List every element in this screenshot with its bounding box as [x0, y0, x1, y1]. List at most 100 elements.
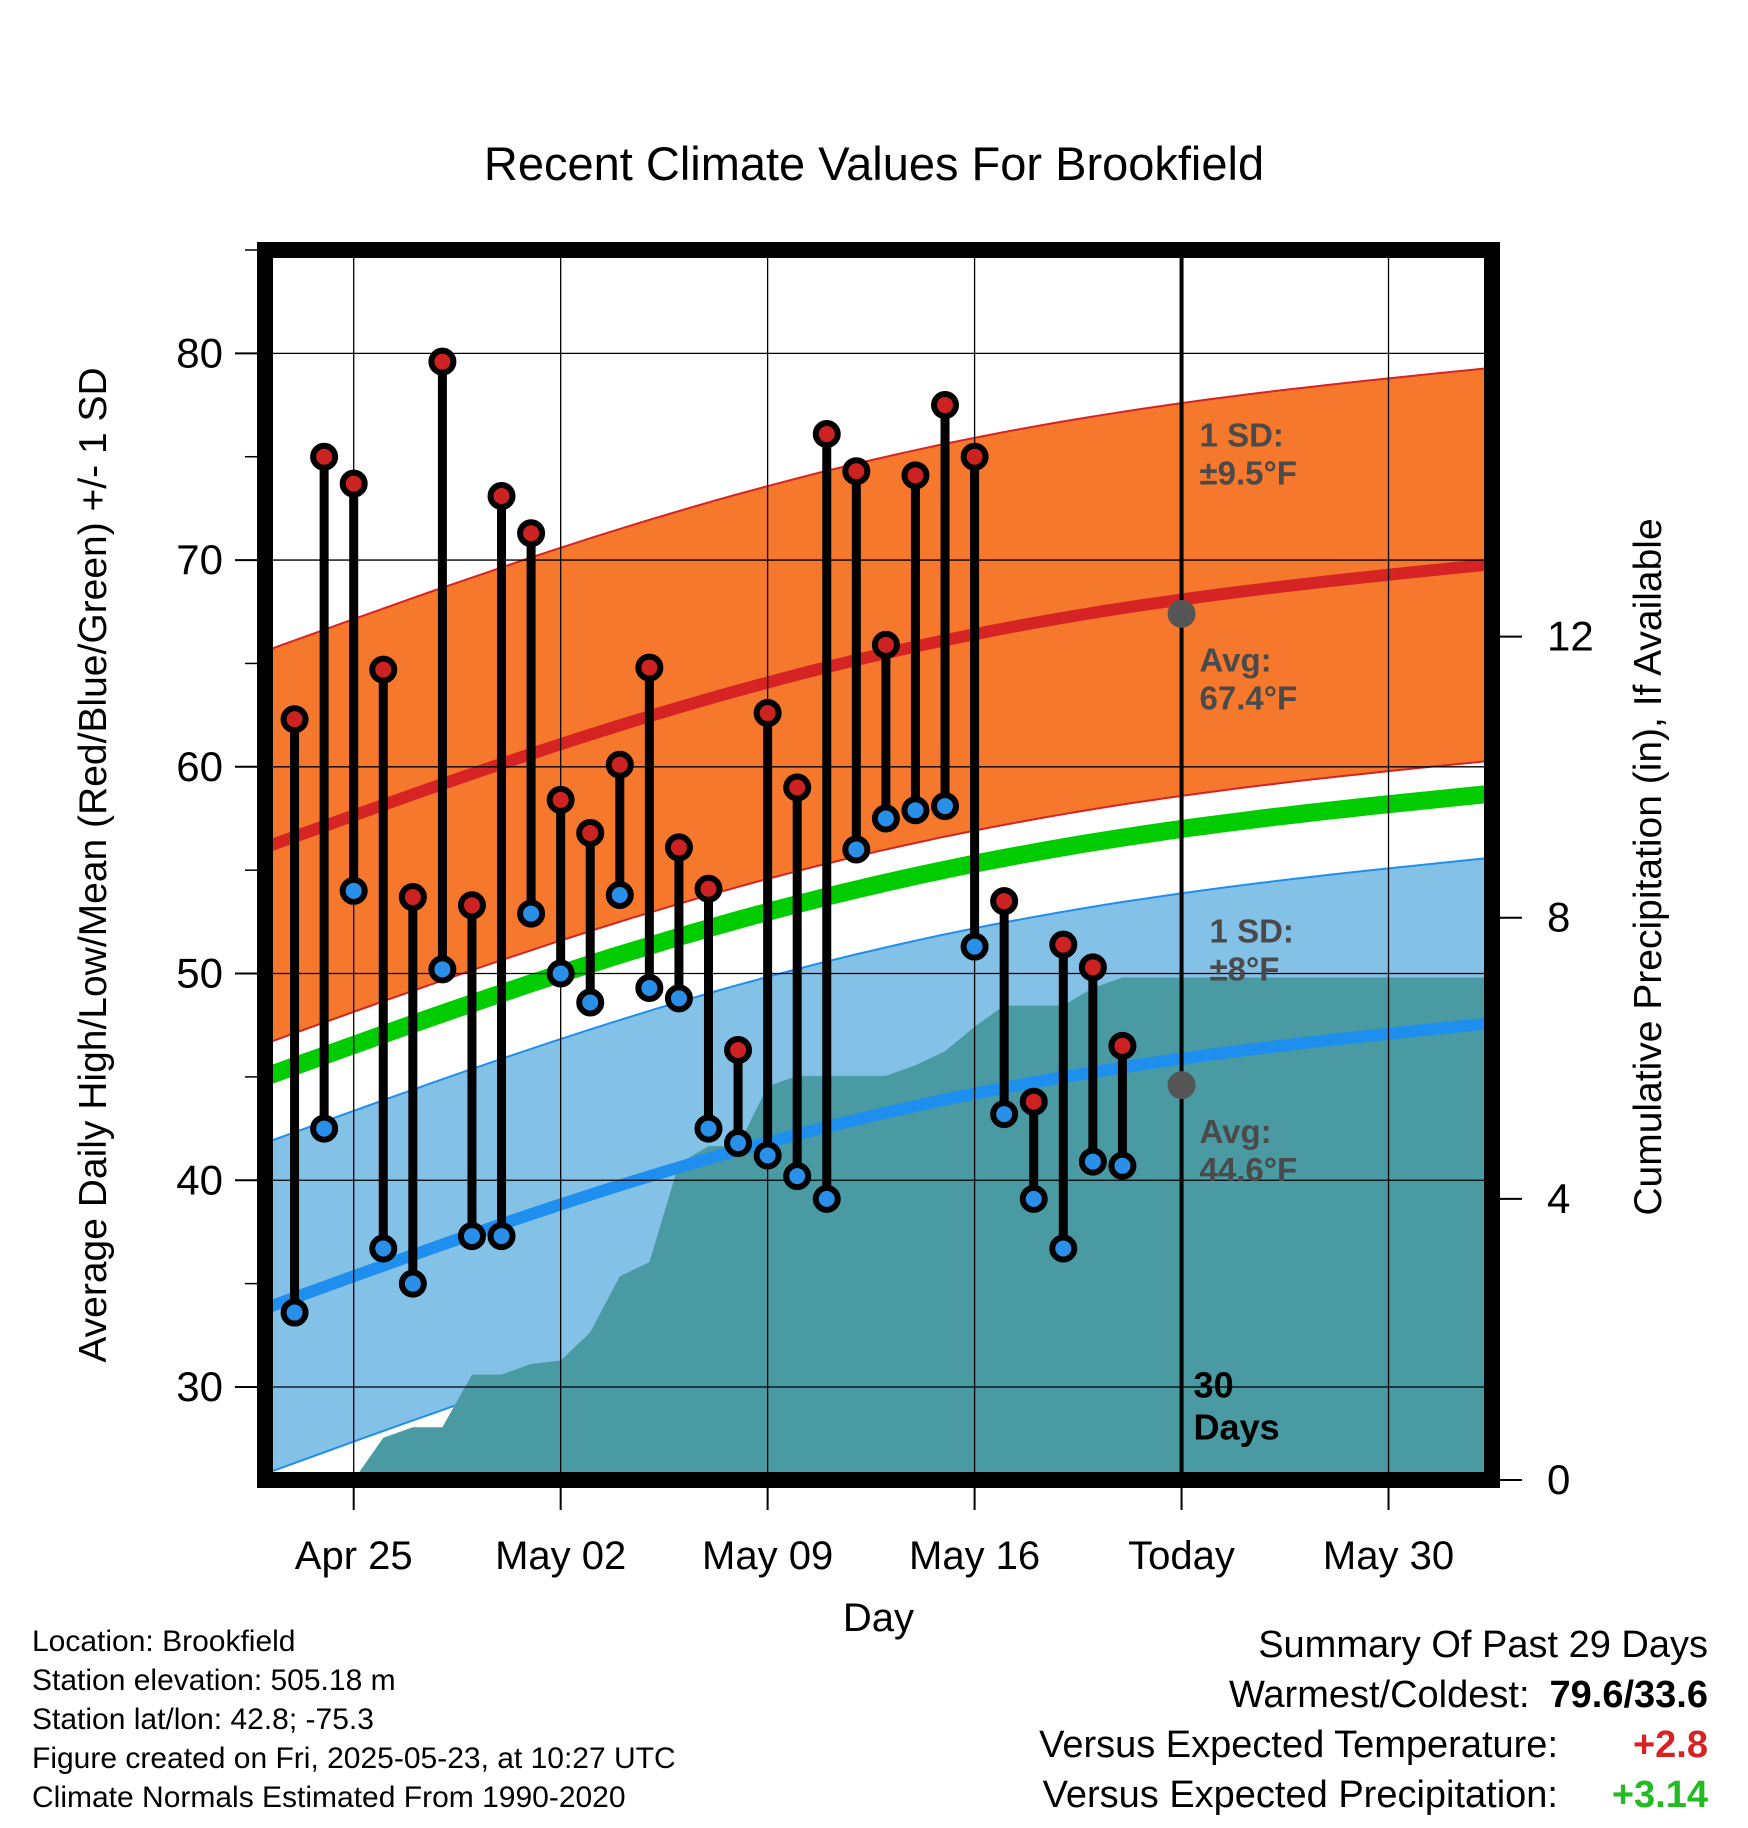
x-tick-label: May 09 — [702, 1534, 833, 1578]
normals-text: Climate Normals Estimated From 1990-2020 — [32, 1781, 626, 1814]
temp-label: Versus Expected Temperature: — [1039, 1724, 1558, 1766]
temp-value: +2.8 — [1632, 1724, 1708, 1766]
high-point — [990, 887, 1019, 916]
x-tick-label: May 16 — [909, 1534, 1040, 1578]
today-low-avg-marker — [1167, 1071, 1196, 1100]
latlon-text: Station lat/lon: 42.8; -75.3 — [32, 1703, 374, 1736]
high-point — [724, 1036, 753, 1065]
low-sd-annotation: 1 SD: — [1210, 913, 1294, 950]
summary-panel: Summary Of Past 29 Days Warmest/Coldest:… — [1039, 1620, 1708, 1820]
precip-area — [265, 977, 1492, 1480]
summary-warmest-row: Warmest/Coldest: 79.6/33.6 — [1039, 1670, 1708, 1720]
y-tick-label-left: 40 — [176, 1156, 223, 1203]
low-point — [428, 955, 457, 984]
high-point — [931, 391, 960, 420]
high-point — [517, 519, 546, 548]
high-point — [753, 699, 782, 728]
y-tick-label-right: 8 — [1547, 894, 1570, 941]
low-point — [1078, 1147, 1107, 1176]
high-point — [960, 442, 989, 471]
high-point — [812, 419, 841, 448]
low-point — [576, 988, 605, 1017]
summary-temp-row: Versus Expected Temperature: +2.8 — [1039, 1720, 1708, 1770]
low-point — [546, 959, 575, 988]
low-point — [398, 1269, 427, 1298]
low-point — [783, 1162, 812, 1191]
high-point — [576, 818, 605, 847]
summary-precip-row: Versus Expected Precipitation: +3.14 — [1039, 1770, 1708, 1820]
high-point — [1049, 930, 1078, 959]
x-tick-label: Apr 25 — [295, 1534, 413, 1578]
y-tick-label-left: 50 — [176, 950, 223, 997]
high-point — [842, 457, 871, 486]
y-tick-label-left: 60 — [176, 743, 223, 790]
chart-title: Recent Climate Values For Brookfield — [483, 137, 1265, 190]
days-annotation: Days — [1194, 1406, 1280, 1447]
high-point — [398, 883, 427, 912]
y-tick-label-left: 30 — [176, 1363, 223, 1410]
high-point — [605, 750, 634, 779]
warmest-label: Warmest/Coldest: — [1228, 1674, 1530, 1716]
low-point — [842, 835, 871, 864]
low-sd-annotation: ±8°F — [1210, 951, 1280, 988]
low-point — [812, 1184, 841, 1213]
low-point — [871, 804, 900, 833]
high-point — [487, 482, 516, 510]
low-point — [517, 899, 546, 928]
warmest-value: 79.6/33.6 — [1549, 1674, 1708, 1716]
high-sd-annotation: ±9.5°F — [1200, 454, 1297, 491]
low-point — [990, 1100, 1019, 1129]
y-tick-label-right: 0 — [1547, 1456, 1570, 1503]
low-point — [1019, 1184, 1048, 1213]
days-annotation: 30 — [1194, 1364, 1234, 1405]
location-text: Location: Brookfield — [32, 1625, 296, 1658]
high-point — [369, 655, 398, 684]
high-point — [901, 461, 930, 490]
y-tick-label-right: 12 — [1547, 613, 1594, 660]
summary-heading: Summary Of Past 29 Days — [1258, 1624, 1708, 1666]
precip-label: Versus Expected Precipitation: — [1042, 1774, 1558, 1816]
high-avg-annotation: Avg: — [1200, 642, 1272, 679]
high-sd-band — [265, 366, 1492, 1045]
elevation-text: Station elevation: 505.18 m — [32, 1664, 396, 1697]
low-point — [1108, 1151, 1137, 1180]
high-avg-annotation: 67.4°F — [1200, 680, 1298, 717]
x-tick-label: Today — [1128, 1534, 1235, 1578]
today-high-avg-marker — [1167, 599, 1196, 628]
high-point — [1108, 1031, 1137, 1060]
high-point — [664, 833, 693, 862]
x-axis-label: Day — [843, 1596, 914, 1640]
low-point — [605, 880, 634, 909]
high-point — [428, 347, 457, 376]
low-point — [280, 1298, 309, 1327]
low-point — [724, 1129, 753, 1158]
y-tick-label-left: 70 — [176, 536, 223, 583]
high-point — [546, 785, 575, 814]
y-tick-label-left: 80 — [176, 329, 223, 376]
low-point — [753, 1141, 782, 1170]
low-point — [487, 1222, 516, 1251]
low-point — [960, 932, 989, 961]
y-axis-label-left: Average Daily High/Low/Mean (Red/Blue/Gr… — [72, 367, 115, 1362]
low-avg-annotation: Avg: — [1200, 1113, 1272, 1150]
high-point — [457, 891, 486, 920]
y-axis-label-right: Cumulative Precipitation (in), If Availa… — [1627, 518, 1670, 1215]
low-point — [664, 984, 693, 1013]
low-point — [1049, 1234, 1078, 1263]
high-point — [339, 469, 368, 498]
x-tick-label: May 02 — [495, 1534, 626, 1578]
low-point — [931, 792, 960, 821]
high-point — [783, 773, 812, 802]
created-text: Figure created on Fri, 2025-05-23, at 10… — [32, 1742, 676, 1775]
low-point — [635, 974, 664, 1002]
low-point — [694, 1114, 723, 1143]
high-point — [280, 705, 309, 734]
x-tick-label: May 30 — [1323, 1534, 1454, 1578]
high-point — [871, 630, 900, 659]
high-point — [635, 653, 664, 682]
low-point — [369, 1234, 398, 1263]
high-point — [310, 442, 339, 471]
high-point — [1078, 953, 1107, 982]
